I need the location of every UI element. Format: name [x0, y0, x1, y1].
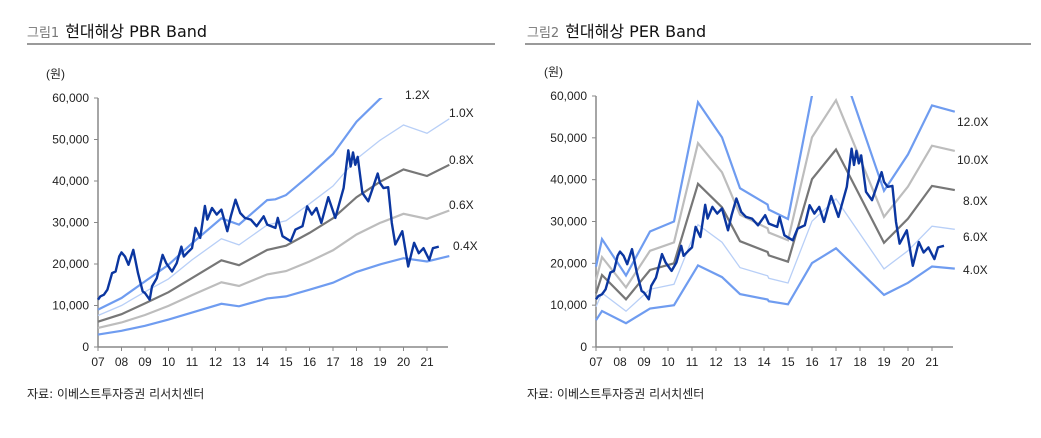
x-tick-label: 14	[757, 355, 771, 369]
title-rule	[27, 43, 495, 45]
x-tick-label: 16	[805, 355, 819, 369]
band-line-0-4x	[97, 255, 450, 336]
x-tick-label: 15	[279, 355, 293, 369]
y-tick-label: 20,000	[550, 256, 587, 270]
figure-2-title-text: 현대해상 PER Band	[565, 22, 707, 41]
band-line-6-0x	[595, 197, 955, 313]
x-tick-label: 09	[637, 355, 651, 369]
band-line-4-0x	[595, 246, 955, 325]
chart-1: (원) 0 10,000 20,000 30,000 40,000 50,000 60,000…	[46, 67, 478, 369]
band-line-12-0x	[594, 96, 955, 278]
band-label: 1.0X	[449, 106, 474, 120]
y-tick-label: 50,000	[550, 131, 587, 145]
x-tick-label: 09	[138, 355, 152, 369]
x-tick-label: 08	[115, 355, 129, 369]
x-tick-label: 20	[901, 355, 915, 369]
band-label: 12.0X	[957, 115, 988, 129]
y-tick-label: 20,000	[52, 257, 89, 271]
x-tick-label: 21	[420, 355, 434, 369]
chart-2: (원) 0 10,000 20,000 30,000 40,000 50,000 60,000…	[544, 65, 988, 369]
band-label: 0.8X	[449, 153, 474, 167]
x-tick-label: 18	[350, 355, 364, 369]
price-line	[595, 147, 945, 301]
band-label: 10.0X	[957, 153, 988, 167]
x-tick-label: 17	[829, 355, 843, 369]
x-tick-label: 13	[232, 355, 246, 369]
y-tick-label: 0	[82, 340, 89, 354]
y-tick-label: 10,000	[52, 299, 89, 313]
x-tick-label: 08	[613, 355, 627, 369]
x-tick-label: 11	[686, 355, 699, 369]
price-line	[97, 149, 440, 301]
y-tick-label: 50,000	[52, 133, 89, 147]
x-tick-label: 19	[877, 355, 891, 369]
x-tick-label: 18	[853, 355, 867, 369]
y-unit-label: (원)	[544, 65, 563, 79]
band-label: 4.0X	[963, 263, 988, 277]
x-tick-label: 16	[303, 355, 317, 369]
figure-2-title: 그림2 현대해상 PER Band	[527, 18, 706, 42]
y-tick-label: 0	[580, 340, 587, 354]
band-line-0-8x	[97, 163, 450, 323]
figure-1-title: 그림1 현대해상 PBR Band	[27, 18, 207, 42]
x-tick-label: 11	[186, 355, 199, 369]
y-tick-label: 10,000	[550, 298, 587, 312]
figure-1-source: 자료: 이베스트투자증권 리서치센터	[27, 387, 205, 401]
x-tick-label: 12	[709, 355, 723, 369]
band-label: 8.0X	[963, 194, 988, 208]
x-tick-label: 21	[925, 355, 939, 369]
figure-1-number: 그림1	[27, 26, 60, 41]
band-label: 6.0X	[963, 230, 988, 244]
x-tick-label: 15	[781, 355, 795, 369]
x-tick-label: 12	[209, 355, 223, 369]
y-tick-label: 40,000	[550, 173, 587, 187]
x-tick-label: 20	[397, 355, 411, 369]
x-tick-label: 14	[256, 355, 270, 369]
x-tick-label: 13	[733, 355, 747, 369]
figure-2-number: 그림2	[527, 26, 560, 41]
figure-2-source: 자료: 이베스트투자증권 리서치센터	[527, 387, 705, 401]
x-tick-label: 10	[162, 355, 176, 369]
band-label: 1.2X	[405, 88, 430, 102]
band-label: 0.4X	[453, 239, 478, 253]
title-rule	[525, 43, 1031, 45]
band-line-1-2x	[97, 98, 383, 311]
y-tick-label: 40,000	[52, 174, 89, 188]
y-tick-label: 30,000	[52, 216, 89, 230]
x-tick-label: 17	[326, 355, 340, 369]
band-line-10-0x	[594, 97, 955, 290]
y-tick-label: 30,000	[550, 215, 587, 229]
y-tick-label: 60,000	[550, 89, 587, 103]
x-tick-label: 10	[661, 355, 675, 369]
y-unit-label: (원)	[46, 67, 65, 81]
figure-1-title-text: 현대해상 PBR Band	[65, 22, 208, 41]
x-tick-label: 07	[91, 355, 105, 369]
band-label: 0.6X	[449, 198, 474, 212]
band-line-8-0x	[594, 147, 955, 301]
x-tick-label: 07	[589, 355, 603, 369]
y-tick-label: 60,000	[52, 91, 89, 105]
x-tick-label: 19	[373, 355, 387, 369]
